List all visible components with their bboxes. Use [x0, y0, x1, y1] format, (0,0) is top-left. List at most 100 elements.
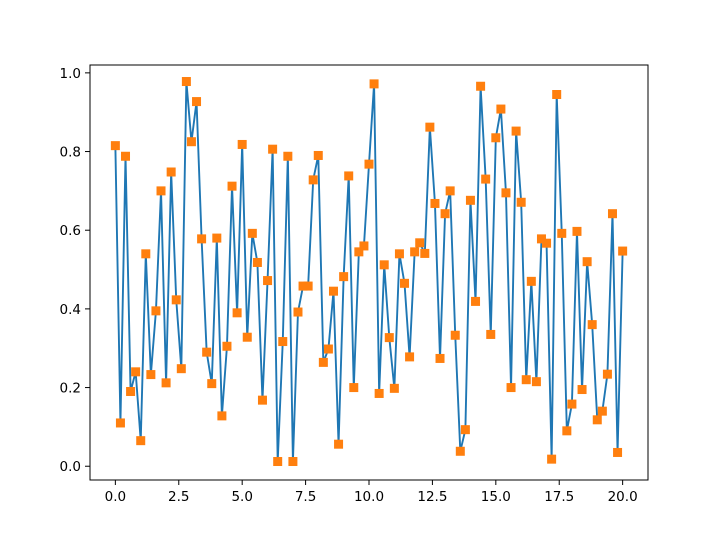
data-point-marker	[293, 307, 303, 317]
data-point-marker	[151, 306, 161, 316]
data-point-marker	[460, 425, 470, 435]
x-tick-label: 20.0	[608, 489, 638, 505]
x-tick-label: 12.5	[417, 489, 447, 505]
data-point-marker	[263, 276, 273, 286]
data-point-marker	[227, 181, 237, 191]
data-point-marker	[587, 320, 597, 330]
data-point-marker	[242, 332, 252, 342]
data-point-marker	[131, 367, 141, 377]
data-point-marker	[186, 137, 196, 147]
data-point-marker	[369, 79, 379, 89]
data-point-marker	[308, 175, 318, 185]
data-point-marker	[607, 209, 617, 219]
data-point-marker	[156, 186, 166, 196]
series-layer	[110, 77, 628, 467]
data-point-marker	[471, 296, 481, 306]
data-point-marker	[374, 388, 384, 398]
data-point-marker	[486, 329, 496, 339]
data-point-marker	[491, 133, 501, 143]
data-point-marker	[455, 446, 465, 456]
x-tick-label: 0.0	[105, 489, 126, 505]
data-point-marker	[110, 141, 120, 151]
data-point-marker	[542, 238, 552, 248]
data-point-marker	[445, 186, 455, 196]
y-tick-label: 0.0	[60, 459, 81, 475]
data-point-marker	[552, 90, 562, 99]
data-point-marker	[192, 97, 202, 107]
data-point-marker	[344, 171, 354, 181]
data-point-marker	[547, 454, 557, 464]
data-point-marker	[318, 357, 328, 367]
data-point-marker	[207, 379, 217, 389]
data-point-marker	[197, 234, 207, 244]
data-point-marker	[328, 286, 338, 296]
data-point-marker	[222, 341, 232, 351]
x-tick-label: 7.5	[295, 489, 316, 505]
y-axis-ticks: 0.0 0.2 0.4 0.6 0.8 1.0	[60, 66, 90, 475]
data-point-marker	[521, 375, 531, 385]
data-point-marker	[202, 347, 212, 357]
data-point-marker	[146, 370, 156, 380]
data-point-marker	[171, 295, 181, 305]
y-tick-label: 0.8	[60, 145, 81, 161]
data-point-marker	[557, 228, 567, 238]
data-point-marker	[379, 260, 389, 270]
data-point-marker	[577, 385, 587, 395]
data-point-marker	[582, 257, 592, 267]
data-point-marker	[440, 209, 450, 219]
data-point-marker	[618, 246, 628, 256]
data-point-marker	[481, 174, 491, 184]
data-point-marker	[237, 139, 247, 149]
data-point-marker	[597, 406, 607, 416]
data-point-marker	[181, 77, 191, 87]
x-axis-ticks: 0.0 2.5 5.0 7.5 10.0 12.5 15.0 17.5 20.0	[105, 480, 638, 505]
y-tick-label: 0.6	[60, 223, 81, 239]
data-point-marker	[430, 198, 440, 208]
data-point-marker	[384, 333, 394, 343]
data-point-marker	[602, 369, 612, 379]
plot-area	[90, 65, 648, 480]
x-tick-label: 17.5	[544, 489, 574, 505]
data-point-marker	[400, 278, 410, 288]
data-point-marker	[247, 228, 257, 238]
y-tick-label: 0.2	[60, 381, 81, 397]
data-point-marker	[217, 411, 227, 421]
data-point-marker	[166, 167, 176, 177]
data-point-marker	[126, 386, 136, 396]
data-point-marker	[405, 352, 415, 362]
data-point-marker	[511, 126, 521, 136]
data-point-marker	[278, 337, 288, 347]
data-point-marker	[613, 447, 623, 457]
data-point-marker	[121, 151, 131, 161]
y-tick-label: 0.4	[60, 302, 81, 318]
data-point-marker	[415, 238, 425, 248]
data-point-marker	[536, 234, 546, 244]
data-point-marker	[115, 418, 125, 428]
data-point-marker	[136, 436, 146, 446]
data-point-marker	[354, 247, 364, 257]
data-point-marker	[501, 188, 511, 198]
data-point-marker	[516, 197, 526, 207]
data-point-marker	[257, 395, 267, 405]
data-point-marker	[359, 241, 369, 251]
data-point-marker	[232, 308, 242, 318]
data-point-marker	[389, 383, 399, 393]
y-tick-label: 1.0	[60, 66, 81, 82]
data-point-marker	[562, 426, 572, 436]
data-point-marker	[364, 159, 374, 169]
x-tick-label: 15.0	[481, 489, 511, 505]
x-tick-label: 2.5	[168, 489, 189, 505]
x-tick-label: 10.0	[354, 489, 384, 505]
data-point-marker	[212, 233, 222, 243]
data-point-marker	[420, 248, 430, 258]
data-point-marker	[531, 377, 541, 387]
data-point-marker	[273, 457, 283, 467]
data-point-marker	[339, 272, 349, 282]
data-point-marker	[252, 257, 262, 267]
data-point-marker	[572, 226, 582, 236]
data-point-marker	[465, 195, 475, 205]
data-point-marker	[476, 81, 486, 91]
data-point-marker	[303, 281, 313, 291]
data-point-marker	[323, 344, 333, 354]
